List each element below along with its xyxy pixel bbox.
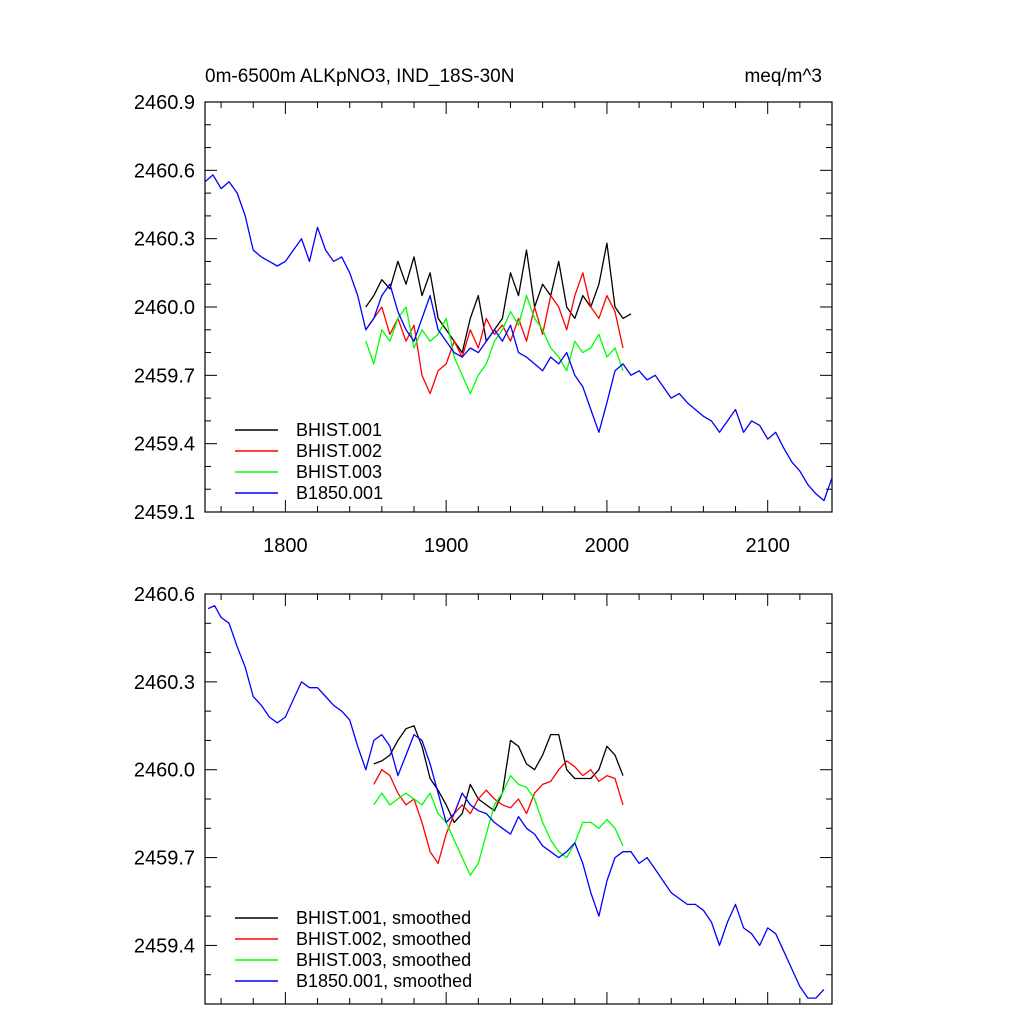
top-ytick-label: 2459.4: [134, 434, 195, 456]
top-series-bhist-003: [365, 294, 624, 395]
top-series-bhist-002: [365, 272, 624, 395]
bottom-legend-label: BHIST.001, smoothed: [296, 908, 471, 928]
top-ytick-label: 2459.1: [134, 502, 195, 524]
top-series-lines: [204, 174, 833, 502]
bottom-ytick-label: 2460.3: [134, 672, 195, 694]
bottom-legend-label: BHIST.002, smoothed: [296, 929, 471, 949]
top-legend-label: B1850.001: [296, 483, 383, 503]
bottom-ytick-label: 2460.6: [134, 584, 195, 606]
bottom-series-lines: [207, 605, 825, 999]
bottom-series-bhist-002-smoothed: [373, 760, 624, 865]
top-ytick-label: 2460.0: [134, 297, 195, 319]
bottom-legend-label: B1850.001, smoothed: [296, 971, 472, 991]
bottom-ytick-label: 2459.4: [134, 935, 195, 957]
top-ytick-label: 2460.3: [134, 229, 195, 251]
bottom-axis-ticks: 2459.4 2459.7 2460.0 2460.3 2460.6: [134, 584, 833, 1005]
bottom-series-bhist-003-smoothed: [373, 774, 624, 876]
top-ytick-label: 2459.7: [134, 365, 195, 387]
bottom-legend-label: BHIST.003, smoothed: [296, 950, 471, 970]
bottom-ytick-label: 2459.7: [134, 848, 195, 870]
bottom-ytick-label: 2460.0: [134, 760, 195, 782]
top-xtick-label: 1900: [424, 535, 469, 557]
bottom-series-b1850-001-smoothed: [207, 605, 825, 999]
top-xtick-label: 2000: [585, 535, 630, 557]
top-legend-label: BHIST.003: [296, 462, 382, 482]
top-legend-label: BHIST.001: [296, 420, 382, 440]
top-ytick-label: 2460.9: [134, 92, 195, 114]
top-ytick-label: 2460.6: [134, 160, 195, 182]
top-panel: 0m-6500m ALKpNO3, IND_18S-30N meq/m^3 24…: [134, 66, 833, 557]
top-chart-units: meq/m^3: [744, 66, 822, 87]
top-axis-ticks: 2459.1 2459.4 2459.7 2460.0 2460.3 2460.6 2460…: [134, 92, 833, 557]
top-legend-label: BHIST.002: [296, 441, 382, 461]
top-xtick-label: 1800: [263, 535, 308, 557]
top-series-b1850-001: [204, 174, 833, 502]
bottom-panel: 2459.4 2459.7 2460.0 2460.3 2460.6 BHIST.001…: [134, 584, 833, 1005]
top-series-bhist-001: [365, 242, 632, 354]
top-chart-title: 0m-6500m ALKpNO3, IND_18S-30N: [205, 66, 514, 87]
top-xtick-label: 2100: [745, 535, 790, 557]
